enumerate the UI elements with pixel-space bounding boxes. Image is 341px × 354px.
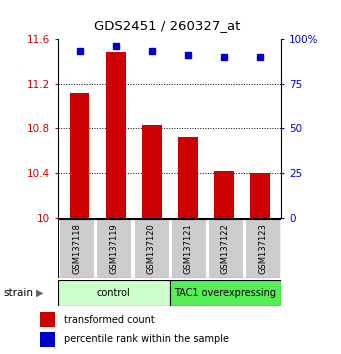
Bar bbox=[250, 173, 270, 218]
Text: GSM137118: GSM137118 bbox=[72, 223, 81, 274]
Bar bbox=[142, 125, 162, 218]
Bar bbox=[40, 312, 55, 327]
Bar bbox=[59, 219, 94, 278]
Text: GSM137123: GSM137123 bbox=[258, 223, 267, 274]
Text: GDS2451 / 260327_at: GDS2451 / 260327_at bbox=[94, 19, 240, 33]
Bar bbox=[106, 52, 125, 218]
Text: control: control bbox=[97, 288, 131, 298]
Text: percentile rank within the sample: percentile rank within the sample bbox=[64, 335, 229, 344]
Text: ▶: ▶ bbox=[36, 288, 43, 298]
Bar bbox=[214, 171, 234, 218]
Bar bbox=[208, 219, 243, 278]
Bar bbox=[245, 219, 280, 278]
Text: transformed count: transformed count bbox=[64, 314, 155, 325]
Bar bbox=[70, 92, 89, 218]
Text: GSM137120: GSM137120 bbox=[147, 223, 155, 274]
Bar bbox=[40, 332, 55, 347]
Text: TAC1 overexpressing: TAC1 overexpressing bbox=[175, 288, 277, 298]
Bar bbox=[178, 137, 197, 218]
Text: GSM137121: GSM137121 bbox=[184, 223, 193, 274]
Text: GSM137122: GSM137122 bbox=[221, 223, 230, 274]
Bar bbox=[58, 280, 170, 306]
Bar bbox=[171, 219, 206, 278]
Text: GSM137119: GSM137119 bbox=[109, 223, 118, 274]
Text: strain: strain bbox=[3, 288, 33, 298]
Bar bbox=[170, 280, 281, 306]
Bar bbox=[134, 219, 168, 278]
Bar bbox=[96, 219, 131, 278]
